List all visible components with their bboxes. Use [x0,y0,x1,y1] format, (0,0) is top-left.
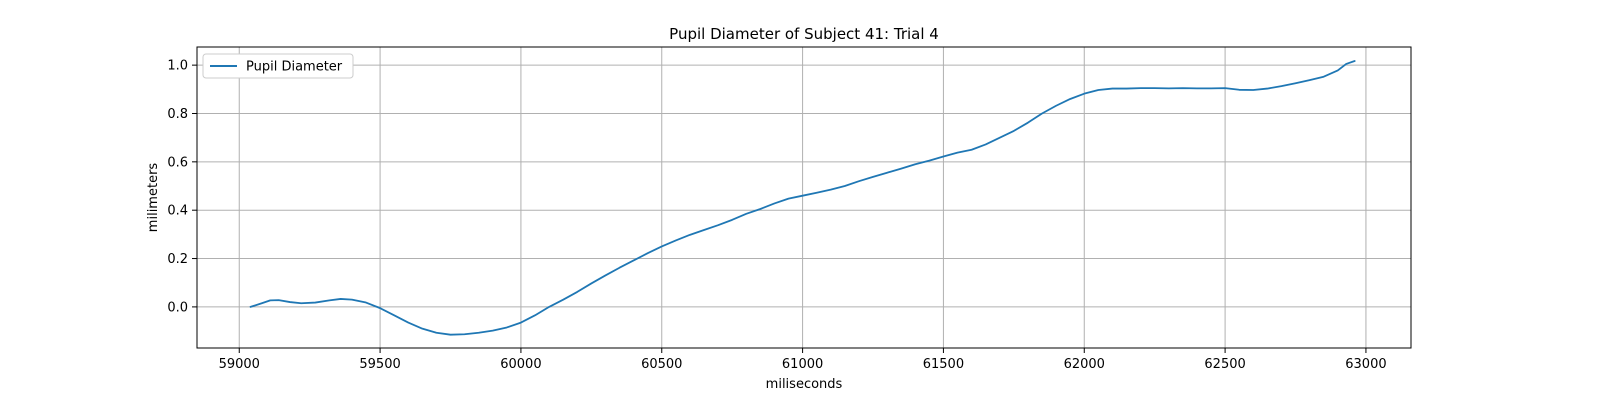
y-axis-label: milimeters [146,163,161,233]
x-tick-label: 60500 [641,357,682,372]
x-tick-label: 62500 [1204,357,1245,372]
legend: Pupil Diameter [202,53,354,79]
x-axis-label: miliseconds [766,377,843,392]
y-tick-label: 0.6 [167,155,188,170]
legend-box [202,53,354,79]
chart-title: Pupil Diameter of Subject 41: Trial 4 [669,25,939,43]
legend-label-pupil-diameter: Pupil Diameter [246,60,343,75]
y-tick-label: 0.2 [167,252,188,267]
y-tick-label: 0.8 [167,107,188,122]
series-line-pupil-diameter [249,60,1356,336]
x-tick-label: 62000 [1064,357,1105,372]
x-tick-label: 61500 [923,357,964,372]
plot-area-frame [196,46,1412,349]
x-tick-label: 60000 [500,357,541,372]
y-axis-ticks: 0.0 0.2 0.4 0.6 0.8 1.0 [167,59,197,315]
series-layer [249,60,1356,336]
x-tick-label: 61000 [782,357,823,372]
x-tick-label: 63000 [1345,357,1386,372]
y-tick-label: 0.4 [167,204,188,219]
grid-lines [197,47,1411,348]
x-axis-ticks: 59000 59500 60000 60500 61000 61500 62000 62500… [219,348,1387,372]
x-tick-label: 59500 [359,357,400,372]
y-tick-label: 0.0 [167,300,188,315]
x-tick-label: 59000 [219,357,260,372]
y-tick-label: 1.0 [167,59,188,74]
